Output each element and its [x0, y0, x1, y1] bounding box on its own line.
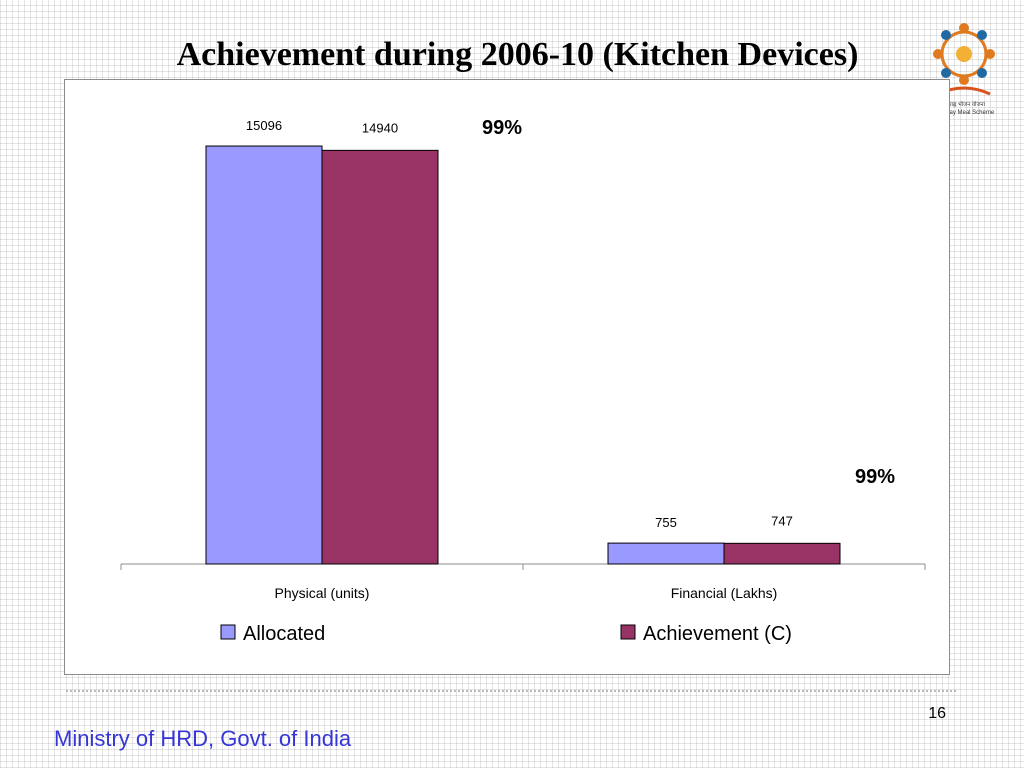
data-label: 15096	[246, 118, 282, 133]
footer-divider	[66, 690, 956, 692]
legend-label: Achievement (C)	[643, 623, 792, 645]
bar-chart: 15096 14940 Physical (units) 755 747 Financia…	[120, 117, 926, 645]
slide-title: Achievement during 2006-10 (Kitchen Devi…	[176, 36, 859, 73]
svg-text:Mid Day Meal Scheme: Mid Day Meal Scheme	[934, 110, 995, 116]
x-tick-label: Financial (Lakhs)	[671, 585, 778, 601]
data-label: 755	[655, 515, 677, 530]
bar	[321, 149, 439, 565]
x-tick-label: Physical (units)	[275, 585, 370, 601]
legend-swatch	[620, 624, 636, 640]
chart-area: 15096 14940 Physical (units) 755 747 Financia…	[64, 79, 950, 675]
annotation-financial-percent: 99%	[855, 466, 895, 488]
legend-swatch	[220, 624, 236, 640]
data-label: 747	[771, 513, 793, 528]
annotation-physical-percent: 99%	[482, 117, 522, 139]
bar	[607, 542, 725, 565]
legend-label: Allocated	[243, 623, 325, 645]
bar	[205, 145, 323, 565]
data-label: 14940	[362, 120, 398, 135]
page-number: 16	[928, 705, 946, 722]
people-ring-icon	[933, 23, 995, 85]
bar	[723, 542, 841, 565]
footer-text: Ministry of HRD, Govt. of India	[54, 726, 352, 751]
svg-text:मध्याह्न भोजन योजना: मध्याह्न भोजन योजना	[943, 101, 986, 108]
